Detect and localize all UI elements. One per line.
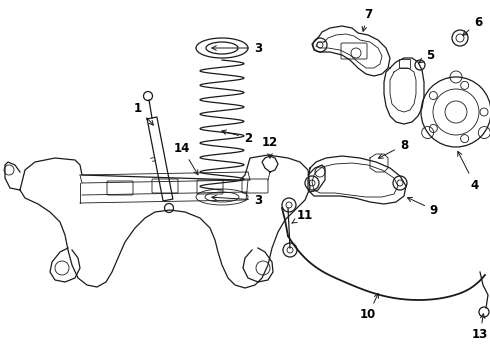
Text: 5: 5 [419, 49, 434, 63]
Text: 13: 13 [472, 314, 488, 342]
Text: 3: 3 [212, 41, 262, 54]
Text: 7: 7 [362, 8, 372, 31]
Text: 11: 11 [292, 208, 313, 223]
Text: 2: 2 [222, 130, 252, 144]
Text: 3: 3 [212, 194, 262, 207]
Text: 4: 4 [458, 152, 479, 192]
Text: 12: 12 [262, 135, 278, 158]
Text: 10: 10 [360, 293, 378, 321]
Text: 8: 8 [378, 139, 408, 158]
Text: 6: 6 [463, 15, 482, 35]
Text: 1: 1 [134, 102, 153, 125]
Text: 9: 9 [408, 198, 438, 216]
Text: 14: 14 [174, 141, 198, 175]
